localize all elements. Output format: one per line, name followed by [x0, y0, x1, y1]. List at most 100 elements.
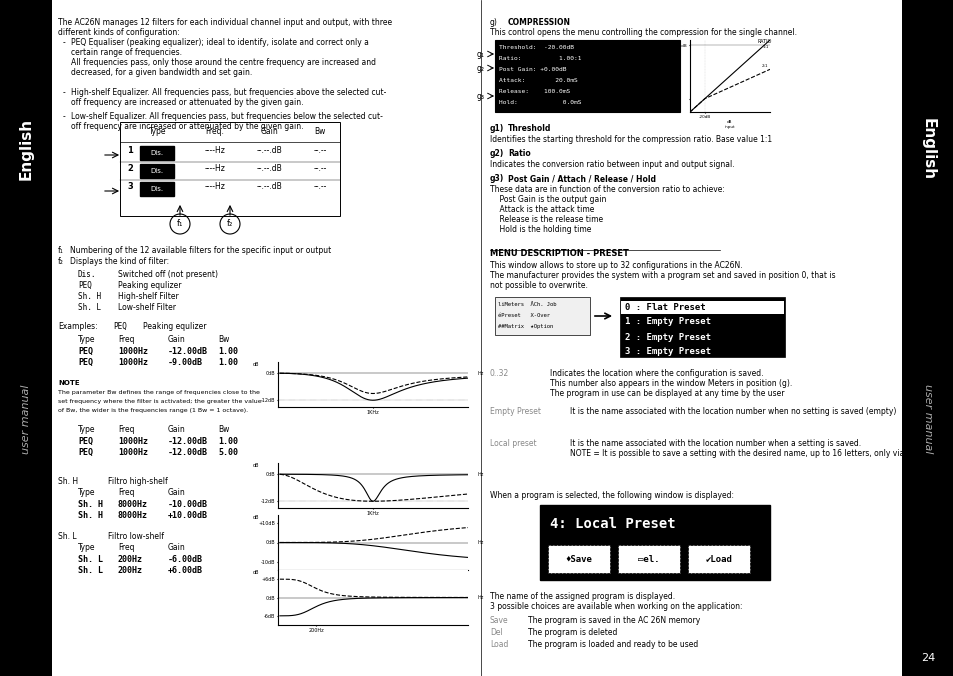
- Text: +10.00dB: +10.00dB: [168, 511, 208, 520]
- Text: -12.00dB: -12.00dB: [168, 347, 208, 356]
- Text: 1000Hz: 1000Hz: [118, 448, 148, 457]
- Text: 0..32: 0..32: [490, 369, 509, 378]
- Text: -10.00dB: -10.00dB: [168, 500, 208, 509]
- Text: High-shelf Filter: High-shelf Filter: [118, 292, 178, 301]
- Text: 5.00: 5.00: [218, 448, 237, 457]
- Text: ----Hz: ----Hz: [204, 182, 225, 191]
- Text: Type: Type: [78, 488, 95, 497]
- Text: Gain: Gain: [168, 488, 186, 497]
- Text: Gain: Gain: [168, 543, 186, 552]
- Text: Hz: Hz: [477, 595, 483, 600]
- Text: Load: Load: [490, 640, 508, 649]
- Text: -9.00dB: -9.00dB: [168, 358, 203, 367]
- Text: These data are in function of the conversion ratio to achieve:: These data are in function of the conver…: [490, 185, 724, 194]
- Text: Hz: Hz: [477, 540, 483, 545]
- Text: decreased, for a given bandwidth and set gain.: decreased, for a given bandwidth and set…: [71, 68, 252, 77]
- Text: Dis.: Dis.: [151, 168, 163, 174]
- Text: g₂: g₂: [476, 64, 484, 73]
- Text: This control opens the menu controlling the compression for the single channel.: This control opens the menu controlling …: [490, 28, 796, 37]
- Text: Sh. L: Sh. L: [78, 566, 103, 575]
- Text: High-shelf Equalizer. All frequencies pass, but frequencies above the selected c: High-shelf Equalizer. All frequencies pa…: [71, 88, 386, 97]
- Text: 1:1: 1:1: [761, 45, 768, 49]
- Bar: [618, 545, 679, 573]
- Text: ♦Save: ♦Save: [565, 554, 592, 564]
- Text: 23: 23: [19, 653, 33, 663]
- Text: 1.00: 1.00: [218, 347, 237, 356]
- Text: Local preset: Local preset: [490, 439, 536, 448]
- Text: It is the name associated with the location number when no setting is saved (emp: It is the name associated with the locat…: [569, 407, 896, 416]
- Text: PEQ: PEQ: [112, 322, 127, 331]
- Text: Type: Type: [78, 543, 95, 552]
- Text: ▭el.: ▭el.: [638, 554, 659, 564]
- Text: The program is loaded and ready to be used: The program is loaded and ready to be us…: [527, 640, 698, 649]
- Text: certain range of frequencies.: certain range of frequencies.: [71, 48, 182, 57]
- Text: 1000Hz: 1000Hz: [118, 347, 148, 356]
- Text: This window allows to store up to 32 configurations in the AC26N.: This window allows to store up to 32 con…: [490, 261, 741, 270]
- Text: Low-shelf Filter: Low-shelf Filter: [118, 303, 175, 312]
- Text: Filtro high-shelf: Filtro high-shelf: [108, 477, 168, 486]
- Text: --.--.dB: --.--.dB: [257, 182, 283, 191]
- Text: 3 possible choices are available when working on the application:: 3 possible choices are available when wo…: [490, 602, 741, 611]
- Text: 0 : Flat Preset: 0 : Flat Preset: [624, 302, 705, 312]
- Text: Numbering of the 12 available filters for the specific input or output: Numbering of the 12 available filters fo…: [70, 246, 331, 255]
- Text: Type: Type: [78, 425, 95, 434]
- Text: 200Hz: 200Hz: [118, 566, 143, 575]
- Text: RATIO: RATIO: [757, 39, 771, 44]
- Text: Hz: Hz: [477, 472, 483, 477]
- Text: Hz: Hz: [477, 370, 483, 376]
- Text: ----Hz: ----Hz: [204, 164, 225, 173]
- Text: Low-shelf Equalizer. All frequencies pass, but frequencies below the selected cu: Low-shelf Equalizer. All frequencies pas…: [71, 112, 382, 121]
- Text: g2): g2): [490, 149, 504, 158]
- Text: --.--.dB: --.--.dB: [257, 146, 283, 155]
- Text: 1.00: 1.00: [218, 437, 237, 446]
- Text: g3): g3): [490, 174, 504, 183]
- Text: The AC26N manages 12 filters for each individual channel input and output, with : The AC26N manages 12 filters for each in…: [58, 18, 392, 27]
- Text: PEQ: PEQ: [78, 347, 92, 356]
- Text: Empty Preset: Empty Preset: [490, 407, 540, 416]
- Text: 24: 24: [920, 653, 934, 663]
- Text: f₂: f₂: [58, 257, 64, 266]
- Text: Attack is the attack time: Attack is the attack time: [490, 205, 594, 214]
- Text: Freq: Freq: [118, 488, 134, 497]
- Text: -6.00dB: -6.00dB: [168, 555, 203, 564]
- Text: All frequencies pass, only those around the centre frequency are increased and: All frequencies pass, only those around …: [71, 58, 375, 67]
- Text: Gain: Gain: [168, 335, 186, 344]
- Text: 200Hz: 200Hz: [118, 555, 143, 564]
- Text: Identifies the starting threshold for the compression ratio. Base value 1:1: Identifies the starting threshold for th…: [490, 135, 771, 144]
- Text: Bw: Bw: [314, 127, 325, 136]
- Text: The program is saved in the AC 26N memory: The program is saved in the AC 26N memor…: [527, 616, 700, 625]
- Text: éPreset   X-Over: éPreset X-Over: [497, 313, 550, 318]
- Text: different kinds of configuration:: different kinds of configuration:: [58, 28, 179, 37]
- Text: The name of the assigned program is displayed.: The name of the assigned program is disp…: [490, 592, 675, 601]
- Text: When a program is selected, the following window is displayed:: When a program is selected, the followin…: [490, 491, 733, 500]
- Bar: [687, 545, 749, 573]
- Text: 2: 2: [127, 164, 132, 173]
- Text: The program is deleted: The program is deleted: [527, 628, 617, 637]
- Text: liMeters  ΛCh. Job: liMeters ΛCh. Job: [497, 302, 556, 307]
- Text: Gain: Gain: [168, 425, 186, 434]
- Bar: [495, 297, 589, 335]
- Text: 2 : Empty Preset: 2 : Empty Preset: [624, 333, 710, 341]
- Text: -: -: [63, 112, 66, 121]
- Text: ----Hz: ----Hz: [204, 146, 225, 155]
- Text: +6.00dB: +6.00dB: [168, 566, 203, 575]
- Text: Filtro low-shelf: Filtro low-shelf: [108, 532, 164, 541]
- Text: Save: Save: [490, 616, 508, 625]
- Text: Bw: Bw: [218, 335, 229, 344]
- Text: Peaking equlizer: Peaking equlizer: [118, 281, 181, 290]
- Text: g₃: g₃: [476, 92, 484, 101]
- Text: Sh. L: Sh. L: [78, 555, 103, 564]
- Text: Post Gain is the output gain: Post Gain is the output gain: [490, 195, 606, 204]
- Text: Attack:        20.0mS: Attack: 20.0mS: [498, 78, 578, 83]
- X-axis label: dB
input: dB input: [724, 120, 735, 128]
- Text: Ratio:          1.00:1: Ratio: 1.00:1: [498, 56, 581, 61]
- Text: English: English: [18, 118, 33, 180]
- Text: Examples:: Examples:: [58, 322, 97, 331]
- Text: 1000Hz: 1000Hz: [118, 437, 148, 446]
- Y-axis label: dB
output: dB output: [666, 69, 675, 83]
- Text: -12.00dB: -12.00dB: [168, 437, 208, 446]
- Text: g₁: g₁: [476, 50, 484, 59]
- Text: g1): g1): [490, 124, 504, 133]
- Text: Displays the kind of filter:: Displays the kind of filter:: [70, 257, 169, 266]
- Bar: [539, 505, 769, 580]
